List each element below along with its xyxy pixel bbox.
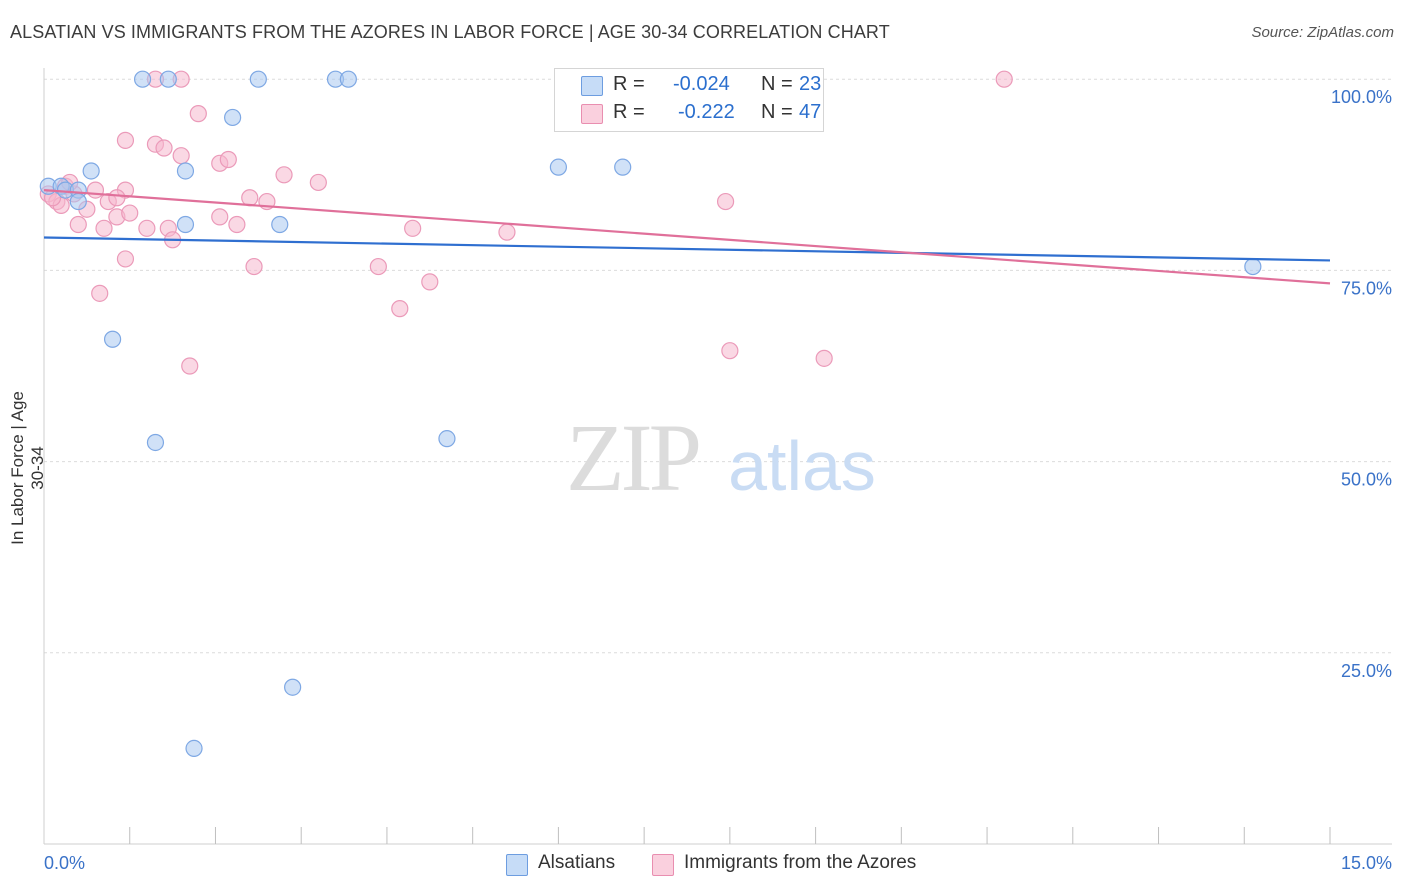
y-tick-label: 100.0% (1331, 87, 1392, 107)
alsatians-point (249, 70, 267, 88)
azores-n-label: N = (761, 101, 793, 123)
azores-point (181, 357, 199, 375)
alsatians-point (339, 70, 357, 88)
alsatians-point (185, 739, 203, 758)
azores-point (116, 131, 135, 149)
azores-point (391, 300, 409, 318)
azores-point (995, 70, 1013, 88)
azores-point (815, 349, 833, 367)
alsatians-point (103, 330, 122, 348)
y-tick-label: 50.0% (1341, 470, 1392, 490)
alsatians-point (69, 192, 87, 211)
azores-point (211, 208, 229, 226)
x-tick-label-max: 15.0% (1341, 853, 1392, 873)
azores-point (241, 189, 259, 207)
azores-point (245, 257, 263, 276)
azores-point (116, 250, 135, 268)
watermark-zip: ZIP (566, 404, 699, 511)
azores-point (219, 150, 237, 169)
alsatians-point (176, 215, 195, 234)
alsatians-point (176, 162, 195, 180)
chart-title: ALSATIAN VS IMMIGRANTS FROM THE AZORES I… (10, 22, 890, 42)
alsatians-n-label: N = (761, 73, 793, 95)
alsatians-point (438, 430, 456, 448)
azores-point (228, 215, 246, 234)
azores-r-label: R = (613, 101, 645, 123)
series-alsatians (39, 70, 1262, 758)
alsatians-point (133, 70, 152, 88)
alsatians-r-value: -0.024 (673, 73, 730, 95)
azores-n-value: 47 (799, 101, 822, 123)
azores-point (716, 192, 735, 211)
azores-point (69, 215, 87, 234)
watermark: ZIP atlas (566, 404, 876, 511)
azores-point (138, 219, 156, 237)
azores-point (369, 257, 387, 276)
x-tick-label-min: 0.0% (44, 853, 85, 873)
azores-point (275, 166, 293, 184)
stats-box: R = -0.024 N = 23 R = -0.222 N = 47 (554, 68, 824, 132)
azores-point (108, 189, 126, 207)
y-axis-label: In Labor Force | Age 30-34 (8, 391, 47, 545)
alsatians-trend-line (43, 236, 1331, 262)
alsatians-point (159, 70, 177, 88)
legend-alsatians-label: Alsatians (538, 852, 616, 873)
azores-point (95, 219, 113, 237)
alsatians-swatch (581, 76, 603, 96)
azores-point (498, 223, 516, 241)
alsatians-point (271, 215, 289, 234)
alsatians-point (1244, 257, 1262, 276)
alsatians-point (284, 678, 302, 696)
azores-point (86, 181, 105, 199)
series-azores (39, 70, 1013, 375)
alsatians-n-value: 23 (799, 73, 822, 95)
azores-point (91, 284, 109, 302)
legend-azores-swatch (652, 854, 674, 876)
tick-labels: 25.0% 50.0% 75.0% 100.0% 0.0% 15.0% (44, 87, 1392, 873)
azores-point (309, 173, 327, 192)
azores-r-value: -0.222 (678, 101, 735, 123)
alsatians-r-label: R = (613, 73, 645, 95)
trend-lines (43, 188, 1331, 285)
legend-alsatians-swatch (506, 854, 528, 876)
azores-point (172, 147, 190, 165)
y-tick-label: 75.0% (1341, 278, 1392, 298)
alsatians-point (224, 108, 242, 127)
axes (43, 68, 1392, 845)
alsatians-point (82, 162, 100, 180)
alsatians-point (549, 158, 568, 176)
source-label: Source: ZipAtlas.com (1251, 24, 1394, 41)
azores-point (121, 204, 139, 222)
azores-trend-line (43, 188, 1331, 285)
y-tick-label: 25.0% (1341, 661, 1392, 681)
azores-point (155, 139, 173, 157)
watermark-atlas: atlas (728, 427, 876, 505)
gridlines (44, 78, 1392, 654)
azores-point (721, 342, 739, 360)
legend-azores-label: Immigrants from the Azores (684, 852, 917, 873)
azores-point (404, 219, 422, 237)
alsatians-point (146, 433, 165, 452)
azores-point (189, 105, 207, 123)
azores-swatch (581, 104, 603, 124)
azores-point (421, 273, 439, 291)
alsatians-point (614, 158, 632, 176)
